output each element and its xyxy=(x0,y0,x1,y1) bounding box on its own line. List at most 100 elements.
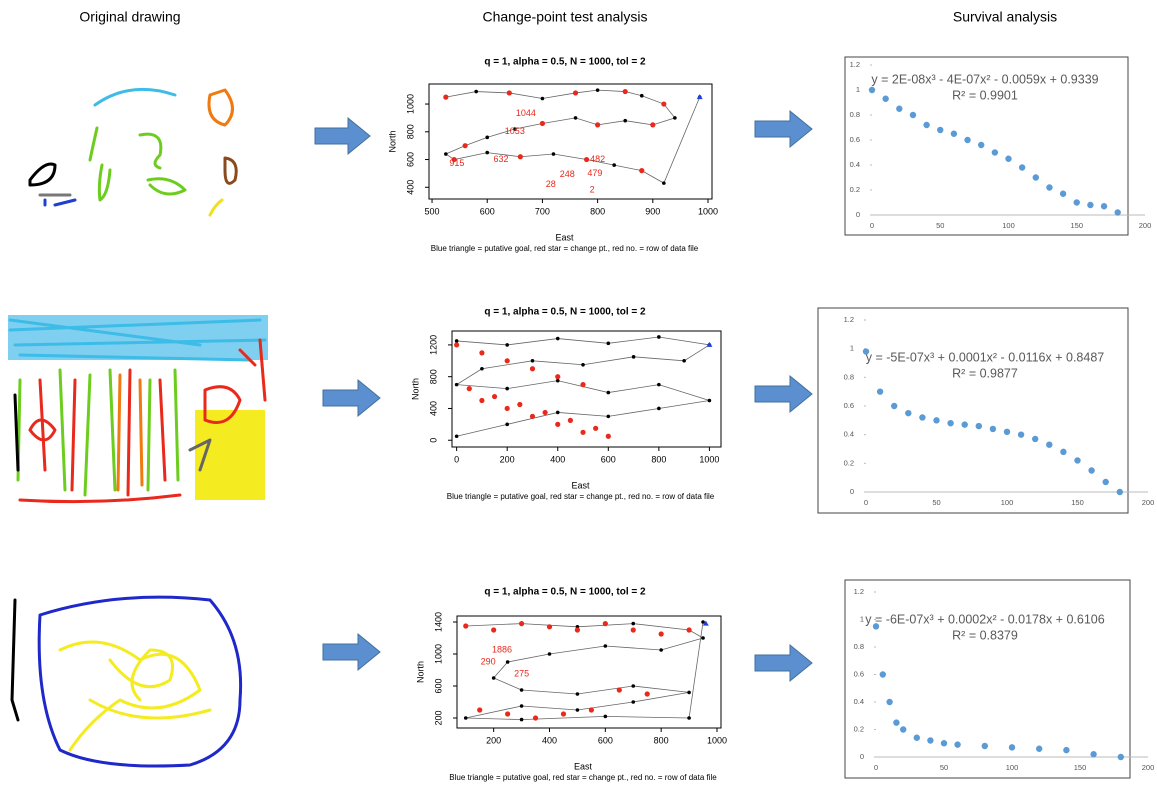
survival-point xyxy=(975,422,982,430)
survival-point xyxy=(978,141,985,149)
survival-point xyxy=(886,698,893,706)
change-point xyxy=(616,687,622,693)
path-point xyxy=(519,688,524,692)
path-point xyxy=(623,118,628,123)
change-point xyxy=(622,88,628,95)
trajectory xyxy=(465,621,705,721)
path-point xyxy=(480,366,484,371)
path-point xyxy=(673,116,677,120)
x-tick-label: 150 xyxy=(1070,221,1083,230)
trendline-label: R² = 0.8379 xyxy=(952,628,1018,642)
drawing-3 xyxy=(10,595,243,768)
chart-title: q = 1, alpha = 0.5, N = 1000, tol = 2 xyxy=(484,57,646,68)
survival-point xyxy=(905,409,912,417)
y-tick-label: 600 xyxy=(433,678,443,693)
path-point xyxy=(639,93,644,98)
x-tick-label: 0 xyxy=(870,221,874,230)
change-point xyxy=(658,631,664,637)
change-point xyxy=(580,382,586,388)
path-point xyxy=(519,704,524,708)
survival-point xyxy=(1074,457,1081,464)
row-label: 290 xyxy=(481,656,496,666)
caption: Blue triangle = putative goal, red star … xyxy=(431,244,699,253)
y-tick-label: 0 xyxy=(856,210,860,219)
survival-point xyxy=(991,149,999,156)
path-point xyxy=(575,708,580,712)
path-point xyxy=(454,434,459,439)
x-tick-label: 700 xyxy=(535,206,550,216)
x-tick-label: 150 xyxy=(1074,763,1087,772)
row-label: 275 xyxy=(514,668,529,678)
path-point xyxy=(505,422,509,427)
survival-point xyxy=(954,741,961,748)
change-point xyxy=(661,101,667,107)
change-point xyxy=(644,691,650,697)
change-point xyxy=(517,401,523,408)
survival-point xyxy=(876,388,884,395)
x-tick-label: 600 xyxy=(480,206,495,216)
path-point xyxy=(631,621,636,626)
row-label: 479 xyxy=(587,168,602,178)
y-tick-label: 200 xyxy=(433,710,443,725)
y-tick-label: 800 xyxy=(428,369,438,384)
y-tick-label: 1000 xyxy=(433,644,443,664)
survival-point xyxy=(940,740,948,747)
x-tick-label: 800 xyxy=(651,454,666,464)
path-point xyxy=(573,116,578,120)
path-point xyxy=(505,386,509,391)
change-point xyxy=(462,143,468,149)
goal-marker xyxy=(696,94,703,100)
change-point xyxy=(630,627,636,633)
x-tick-label: 0 xyxy=(864,498,868,507)
x-tick-label: 150 xyxy=(1071,498,1084,507)
survival-point xyxy=(1087,201,1094,209)
path-point xyxy=(707,398,712,403)
y-tick-label: 0 xyxy=(428,438,438,443)
arrow xyxy=(754,374,813,414)
survival-point xyxy=(1060,448,1067,456)
change-point xyxy=(506,90,512,96)
survival-point xyxy=(1100,203,1108,210)
y-axis-label: North xyxy=(387,130,397,152)
x-tick-label: 50 xyxy=(940,763,948,772)
path-point xyxy=(555,336,560,341)
survival-point xyxy=(1073,199,1080,206)
survival-point xyxy=(1017,431,1025,438)
change-point xyxy=(529,366,536,372)
survival-point xyxy=(1088,467,1095,474)
chart-frame xyxy=(817,307,1129,514)
x-tick-label: 900 xyxy=(645,206,660,216)
trajectory xyxy=(455,336,711,437)
x-tick-label: 1000 xyxy=(707,735,727,745)
y-tick-label: 1200 xyxy=(428,335,438,355)
arrow xyxy=(314,116,371,156)
survival-point xyxy=(1063,746,1070,754)
survival-point xyxy=(913,734,920,741)
change-point xyxy=(686,627,692,633)
change-point xyxy=(477,707,483,713)
change-point xyxy=(639,168,645,174)
path-point xyxy=(485,135,490,140)
change-point xyxy=(479,350,485,356)
x-axis-label: East xyxy=(574,761,593,771)
trendline-label: y = 2E-08x³ - 4E-07x² - 0.0059x + 0.9339 xyxy=(871,72,1098,86)
y-tick-label: 0.6 xyxy=(850,135,860,144)
y-tick-label: 0.6 xyxy=(844,401,854,410)
y-tick-label: 0.8 xyxy=(850,110,860,119)
survival-point xyxy=(891,402,898,410)
row-label: 1053 xyxy=(505,126,525,136)
arrow xyxy=(322,378,381,418)
survival-point xyxy=(872,623,880,630)
survival-point xyxy=(1003,428,1011,435)
plot-box xyxy=(456,615,722,729)
path-point xyxy=(513,127,517,131)
y-tick-label: 0.4 xyxy=(850,160,860,169)
change-point xyxy=(560,711,567,717)
x-tick-label: 800 xyxy=(590,206,605,216)
path-point xyxy=(606,341,611,346)
trendline-label: y = -5E-07x³ + 0.0001x² - 0.0116x + 0.84… xyxy=(866,350,1105,364)
survival-point xyxy=(1114,209,1121,216)
survival-point xyxy=(893,719,900,726)
